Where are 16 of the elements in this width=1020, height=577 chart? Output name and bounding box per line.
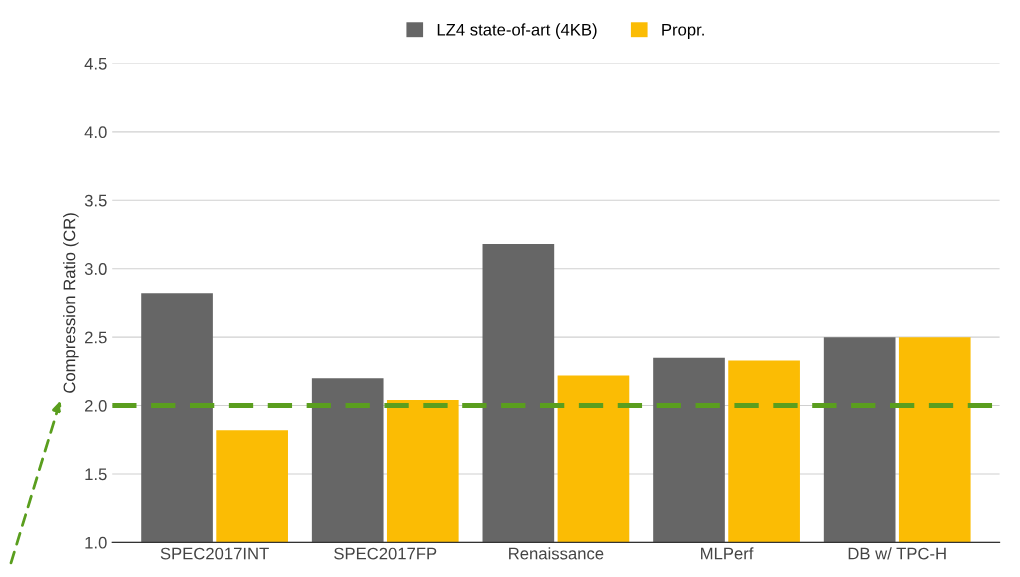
y-tick-label: 1.5 [85, 468, 107, 481]
y-tick-label: 2.5 [85, 331, 107, 344]
y-axis-title: Compression Ratio (CR) [63, 213, 79, 393]
legend-label: LZ4 state-of-art (4KB) [437, 23, 597, 39]
y-tick-label: 3.5 [84, 194, 107, 207]
x-tick-label: MLPerf [701, 547, 754, 560]
y-tick-label: 4.5 [84, 58, 107, 70]
y-tick-label: 2.0 [85, 399, 107, 412]
y-tick-label: 4.0 [84, 126, 107, 139]
x-tick-label: SPEC2017FP [334, 547, 437, 560]
x-tick-label: SPEC2017INT [160, 547, 269, 560]
legend-label: Propr. [662, 23, 704, 39]
x-tick-label: DB w/ TPC-H [848, 547, 946, 560]
y-tick-label: 3.0 [84, 263, 107, 275]
x-tick-label: Renaissance [509, 547, 604, 560]
y-tick-label: 1.0 [85, 536, 107, 549]
